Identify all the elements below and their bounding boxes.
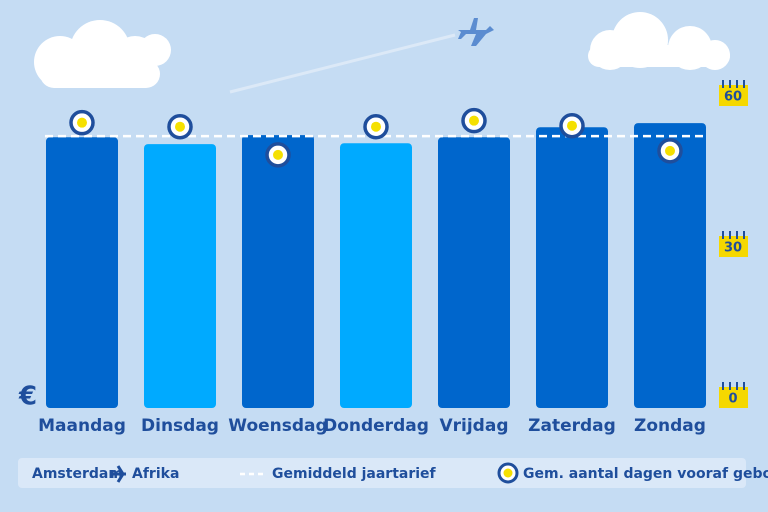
contrail	[229, 33, 456, 94]
x-tick-label: Zaterdag	[528, 416, 616, 436]
y2-tick-icon	[719, 387, 748, 408]
bar	[536, 127, 608, 408]
y2-tick-icon	[719, 85, 748, 106]
bar	[46, 137, 118, 408]
legend-days: Gem. aantal dagen vooraf geboekt	[523, 466, 768, 482]
y2-tick-icon	[719, 236, 748, 257]
bar	[144, 144, 216, 408]
bar	[340, 143, 412, 408]
days-marker-dot	[371, 121, 381, 132]
legend-destination: Afrika	[132, 466, 179, 482]
bar	[634, 123, 706, 408]
x-tick-label: Dinsdag	[141, 416, 219, 436]
y2-tick-label: 60	[724, 90, 742, 105]
days-marker-dot	[273, 149, 283, 160]
x-tick-label: Maandag	[38, 416, 126, 436]
legend-average: Gemiddeld jaartarief	[272, 466, 437, 482]
cloud	[34, 20, 171, 88]
legend-marker-dot	[503, 468, 513, 478]
days-marker-dot	[77, 117, 87, 128]
legend	[18, 458, 746, 488]
y2-tick-label: 30	[724, 241, 742, 256]
y2-tick-label: 0	[728, 392, 737, 407]
currency-label: €	[18, 382, 37, 412]
days-marker-dot	[665, 145, 675, 156]
bar	[242, 135, 314, 408]
bar	[438, 137, 510, 408]
legend-plane-icon	[110, 465, 126, 483]
cloud	[588, 12, 730, 70]
days-marker-dot	[469, 115, 479, 126]
x-tick-label: Woensdag	[228, 416, 327, 436]
days-marker-dot	[175, 121, 185, 132]
legend-origin: Amsterdam	[32, 466, 123, 482]
x-tick-label: Donderdag	[323, 416, 429, 436]
days-marker-dot	[567, 120, 577, 131]
x-tick-label: Zondag	[634, 416, 706, 436]
plane-icon	[458, 18, 494, 46]
x-tick-label: Vrijdag	[439, 416, 508, 436]
